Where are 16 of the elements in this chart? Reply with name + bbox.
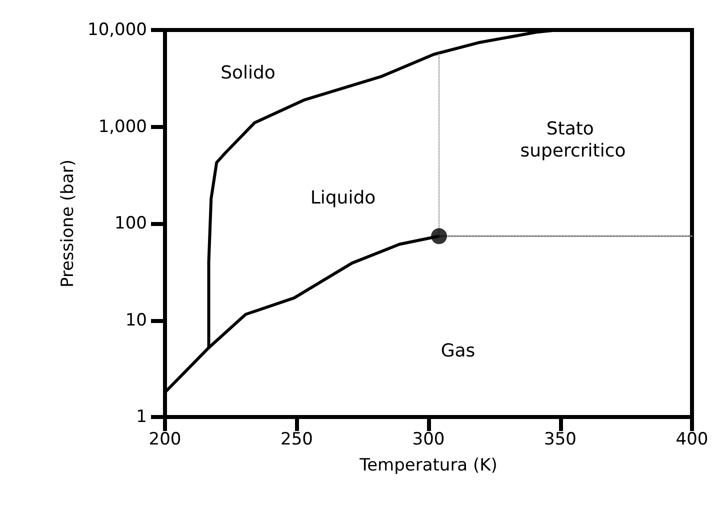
annotation: Solido	[220, 62, 276, 84]
annotation: Gas	[440, 340, 476, 362]
x-axis-title: Temperatura (K)	[358, 456, 498, 476]
annotation: Stato supercritico	[520, 118, 626, 162]
y-tick-label: 10,000	[88, 20, 147, 40]
y-tick-label: 100	[114, 214, 147, 234]
annotation: Liquido	[310, 188, 376, 208]
x-tick-label: 400	[676, 430, 708, 450]
y-axis-title: Pressione (bar)	[58, 160, 78, 288]
x-tick-label: 250	[280, 430, 313, 450]
y-tick-label: 1	[136, 407, 147, 427]
y-tick-label: 1,000	[98, 116, 147, 137]
x-tick-label: 300	[412, 430, 445, 450]
x-tick-label: 350	[544, 430, 576, 450]
y-tick-label: 10	[125, 310, 147, 330]
x-tick-label: 200	[148, 430, 182, 450]
